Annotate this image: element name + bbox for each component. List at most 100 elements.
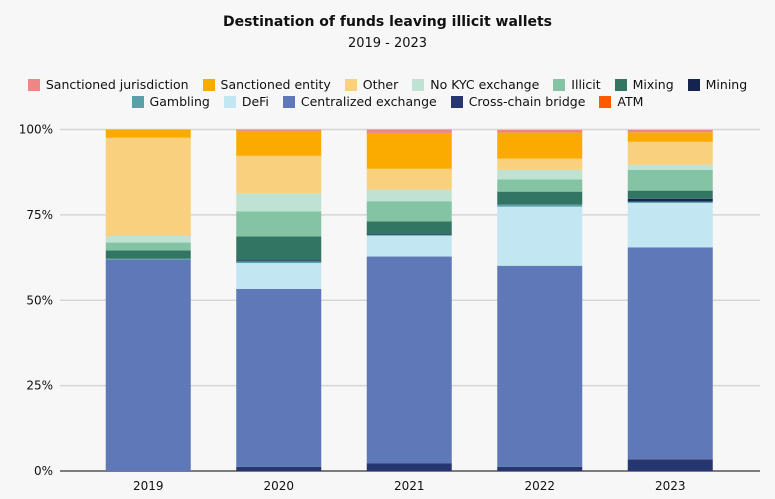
legend-item: Cross-chain bridge: [450, 94, 586, 109]
legend-item: Other: [344, 77, 399, 92]
bar-segment-sanctioned-entity: [366, 132, 452, 169]
bar-segment-defi: [497, 206, 583, 266]
bar-segment-gambling: [627, 201, 713, 203]
legend-row-1: Sanctioned jurisdiction Sanctioned entity…: [0, 77, 775, 92]
bar-segment-illicit: [497, 179, 583, 192]
bar-segment-cross-chain-bridge: [236, 466, 322, 471]
legend-item: ATM: [599, 94, 643, 109]
x-tick-label: 2023: [655, 479, 686, 493]
bar-segment-sanctioned-entity: [105, 129, 191, 138]
bar-segment-mining: [236, 260, 322, 262]
legend-item: Sanctioned jurisdiction: [27, 77, 189, 92]
bar-segment-sanctioned-entity: [497, 132, 583, 159]
bar-segment-illicit: [627, 169, 713, 191]
bar-segment-sanctioned-jurisdiction: [236, 129, 322, 131]
bar-segment-gambling: [105, 258, 191, 260]
legend-item: Sanctioned entity: [202, 77, 331, 92]
legend-label: Sanctioned entity: [220, 77, 331, 92]
bar-segment-mixing: [497, 191, 583, 205]
legend-label: Mixing: [632, 77, 674, 92]
legend-label: Mining: [705, 77, 748, 92]
legend-item: Mixing: [614, 77, 674, 92]
y-tick-label: 25%: [26, 379, 53, 393]
bar-segment-mixing: [236, 236, 322, 261]
legend-label: Other: [362, 77, 399, 92]
legend-label: Gambling: [149, 94, 210, 109]
bar-segment-other: [627, 141, 713, 165]
chart-title: Destination of funds leaving illicit wal…: [222, 14, 553, 30]
bar-segment-illicit: [366, 201, 452, 222]
bar-segment-gambling: [497, 204, 583, 207]
legend-swatch: [599, 95, 612, 108]
chart-subtitle: 2019 - 2023: [347, 36, 428, 51]
bar-segment-illicit: [236, 211, 322, 237]
bar-segment-other: [497, 158, 583, 170]
bar-segment-centralized-exchange: [236, 288, 322, 467]
legend-swatch: [614, 78, 627, 91]
legend-swatch: [202, 78, 215, 91]
bar-segment-defi: [236, 263, 322, 289]
x-tick-label: 2020: [263, 479, 294, 493]
bar-segment-defi: [366, 235, 452, 257]
bar-segment-mixing: [627, 190, 713, 199]
legend-label: DeFi: [241, 94, 269, 109]
bar-segment-illicit: [105, 242, 191, 251]
legend-label: Cross-chain bridge: [468, 94, 586, 109]
bar-segment-mining: [366, 233, 452, 235]
bar-segment-defi: [627, 202, 713, 248]
bar-segment-mixing: [105, 250, 191, 259]
y-tick-label: 50%: [26, 293, 53, 307]
bar-segment-sanctioned-entity: [627, 132, 713, 142]
bar-segment-sanctioned-entity: [236, 130, 322, 156]
bar-segment-no-kyc-exchange: [366, 189, 452, 202]
legend-swatch: [131, 95, 144, 108]
bar-segment-no-kyc-exchange: [627, 164, 713, 170]
legend-item: Illicit: [553, 77, 601, 92]
bar-segment-centralized-exchange: [627, 247, 713, 460]
bar-segment-other: [105, 137, 191, 237]
x-tick-label: 2022: [524, 479, 555, 493]
bar-segment-no-kyc-exchange: [236, 193, 322, 212]
legend-swatch: [687, 78, 700, 91]
legend-swatch: [412, 78, 425, 91]
bar-segment-other: [236, 155, 322, 194]
legend-label: ATM: [617, 94, 644, 109]
x-tick-label: 2019: [133, 479, 164, 493]
bar-segment-mixing: [366, 221, 452, 234]
legend-item: Mining: [687, 77, 748, 92]
y-tick-label: 0%: [34, 464, 53, 478]
bar-segment-no-kyc-exchange: [105, 236, 191, 243]
bar-segment-centralized-exchange: [105, 259, 191, 471]
bar-segment-centralized-exchange: [366, 256, 452, 464]
y-tick-label: 100%: [19, 123, 53, 137]
legend-item: No KYC exchange: [412, 77, 539, 92]
legend-swatch: [553, 78, 566, 91]
legend-swatch: [223, 95, 236, 108]
bar-segment-centralized-exchange: [497, 265, 583, 467]
legend-item: DeFi: [223, 94, 269, 109]
bar-segment-other: [366, 168, 452, 190]
bar-segment-cross-chain-bridge: [366, 463, 452, 471]
bar-segment-gambling: [366, 234, 452, 236]
bar-segment-cross-chain-bridge: [627, 459, 713, 471]
bar-segment-cross-chain-bridge: [497, 466, 583, 471]
legend-label: Centralized exchange: [300, 94, 437, 109]
legend-item: Centralized exchange: [282, 94, 437, 109]
legend-label: Sanctioned jurisdiction: [45, 77, 189, 92]
legend-item: Gambling: [131, 94, 210, 109]
bar-segment-no-kyc-exchange: [497, 169, 583, 180]
legend-label: No KYC exchange: [430, 77, 540, 92]
legend-label: Illicit: [571, 77, 601, 92]
legend-swatch: [450, 95, 463, 108]
bar-segment-gambling: [236, 261, 322, 264]
legend-swatch: [27, 78, 40, 91]
legend-swatch: [344, 78, 357, 91]
bar-segment-mining: [627, 198, 713, 202]
x-tick-label: 2021: [394, 479, 425, 493]
legend-row-2: Gambling DeFi Centralized exchange Cross-ch…: [0, 94, 775, 109]
bar-segment-sanctioned-jurisdiction: [497, 129, 583, 133]
y-tick-label: 75%: [26, 208, 53, 222]
bar-segment-sanctioned-jurisdiction: [366, 129, 452, 133]
bar-segment-sanctioned-jurisdiction: [627, 129, 713, 133]
